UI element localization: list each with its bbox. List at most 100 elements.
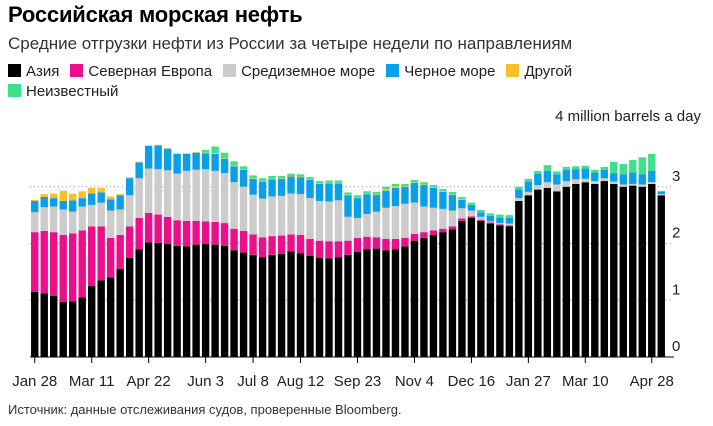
bar-segment-5-65 [648,153,656,171]
bar-segment-0-39 [401,246,409,357]
bar-segment-2-24 [258,198,267,238]
bar-segment-0-56 [562,186,571,357]
bar-segment-2-54 [543,182,552,188]
bar-segment-2-19 [211,170,219,222]
bar-segment-4-29 [306,179,314,180]
bar-segment-2-17 [192,169,200,221]
bar-segment-3-33 [344,195,352,217]
bar-segment-4-12 [144,145,153,146]
bar-segment-3-57 [572,169,580,180]
bar-segment-1-14 [163,216,172,245]
bar-segment-5-42 [429,185,438,188]
bar-segment-4-44 [448,194,457,195]
bar-segment-3-7 [97,192,105,203]
bar-segment-0-4 [69,301,77,357]
x-tick-label: Aug 12 [277,373,325,390]
bar-segment-3-19 [211,153,219,171]
bar-segment-3-6 [88,193,96,205]
bar-segment-0-59 [591,183,599,357]
bar-segment-3-39 [401,186,409,204]
bar-segment-0-53 [534,189,542,357]
bar-segment-5-53 [534,170,542,174]
bar-segment-3-12 [144,145,153,169]
bar-segment-2-0 [31,212,39,233]
bar-segment-2-13 [154,169,162,215]
bar-segment-4-1 [40,194,48,197]
bar-segment-4-26 [277,178,286,179]
bar-segment-3-40 [410,182,419,203]
bar-segment-0-55 [553,191,561,357]
bar-segment-4-23 [249,178,257,179]
legend-item: Средиземное море [223,62,375,82]
bar-segment-5-44 [448,191,457,195]
bar-segment-2-62 [619,184,627,187]
bar-segment-4-16 [182,153,191,154]
bar-segment-4-39 [401,186,409,187]
bar-segment-1-13 [154,214,162,243]
bar-segment-2-51 [515,198,523,201]
bar-segment-4-27 [287,175,295,177]
bar-segment-5-47 [477,210,485,213]
bar-segment-2-42 [429,207,438,231]
bar-segment-0-48 [486,223,495,357]
bar-segment-1-30 [315,240,324,258]
bar-segment-2-1 [40,207,48,232]
bar-segment-5-28 [296,174,305,177]
bar-segment-2-22 [239,186,248,232]
bar-segment-4-9 [116,194,124,196]
bar-segment-0-30 [315,257,324,357]
bar-segment-4-13 [154,144,162,146]
bar-segment-4-0 [31,199,39,201]
bar-segment-4-17 [192,152,200,153]
bar-segment-4-4 [69,193,77,201]
bar-segment-2-15 [173,173,181,221]
x-tick-label: Dec 16 [448,373,496,390]
bar-segment-1-48 [486,222,495,224]
bar-segment-1-40 [410,233,419,241]
bar-segment-0-35 [363,249,371,357]
bar-segment-5-36 [372,191,381,195]
bar-segment-4-21 [230,165,238,167]
bar-segment-3-46 [467,204,476,211]
bar-segment-3-29 [306,179,314,199]
source-note: Источник: данные отслеживания судов, про… [8,402,402,417]
bar-segment-1-7 [97,226,105,281]
bar-segment-3-23 [249,178,257,195]
bar-segment-5-22 [239,166,248,170]
bar-segment-2-27 [287,193,295,235]
x-tick-label: Nov 4 [395,373,434,390]
bar-segment-0-60 [600,181,608,357]
bar-segment-5-52 [524,178,533,182]
y-tick-label: 1 [672,281,680,298]
bar-segment-3-48 [486,215,495,222]
bar-segment-3-26 [277,178,286,196]
bar-segment-2-47 [477,216,485,220]
bar-segment-2-40 [410,202,419,234]
bar-segment-3-52 [524,181,533,192]
bar-segment-3-17 [192,152,200,170]
y-tick-label: 2 [672,225,680,242]
bar-segment-4-10 [125,177,134,179]
bar-segment-3-13 [154,145,162,170]
bar-segment-2-44 [448,210,457,227]
bar-segment-4-43 [439,191,447,192]
bar-segment-2-36 [372,211,381,238]
bar-segment-3-59 [591,172,599,182]
bar-segment-4-18 [201,152,210,154]
bar-segment-2-5 [78,206,86,231]
bar-segment-5-49 [496,214,504,218]
bar-segment-5-18 [201,149,210,153]
x-tick-label: Mar 11 [69,373,115,390]
bar-segment-1-1 [40,231,48,294]
bar-segment-3-20 [220,158,229,174]
x-tick-label: Jan 27 [506,373,551,390]
bar-segment-0-58 [581,182,590,357]
x-tick-label: Jan 28 [12,373,57,390]
bar-segment-5-57 [572,166,580,170]
bar-segment-2-9 [116,209,124,235]
bar-segment-4-30 [315,183,324,184]
bar-segment-1-22 [239,231,248,253]
bar-segment-1-49 [496,224,504,226]
bar-segment-1-38 [391,238,400,250]
bar-segment-2-34 [353,217,362,238]
